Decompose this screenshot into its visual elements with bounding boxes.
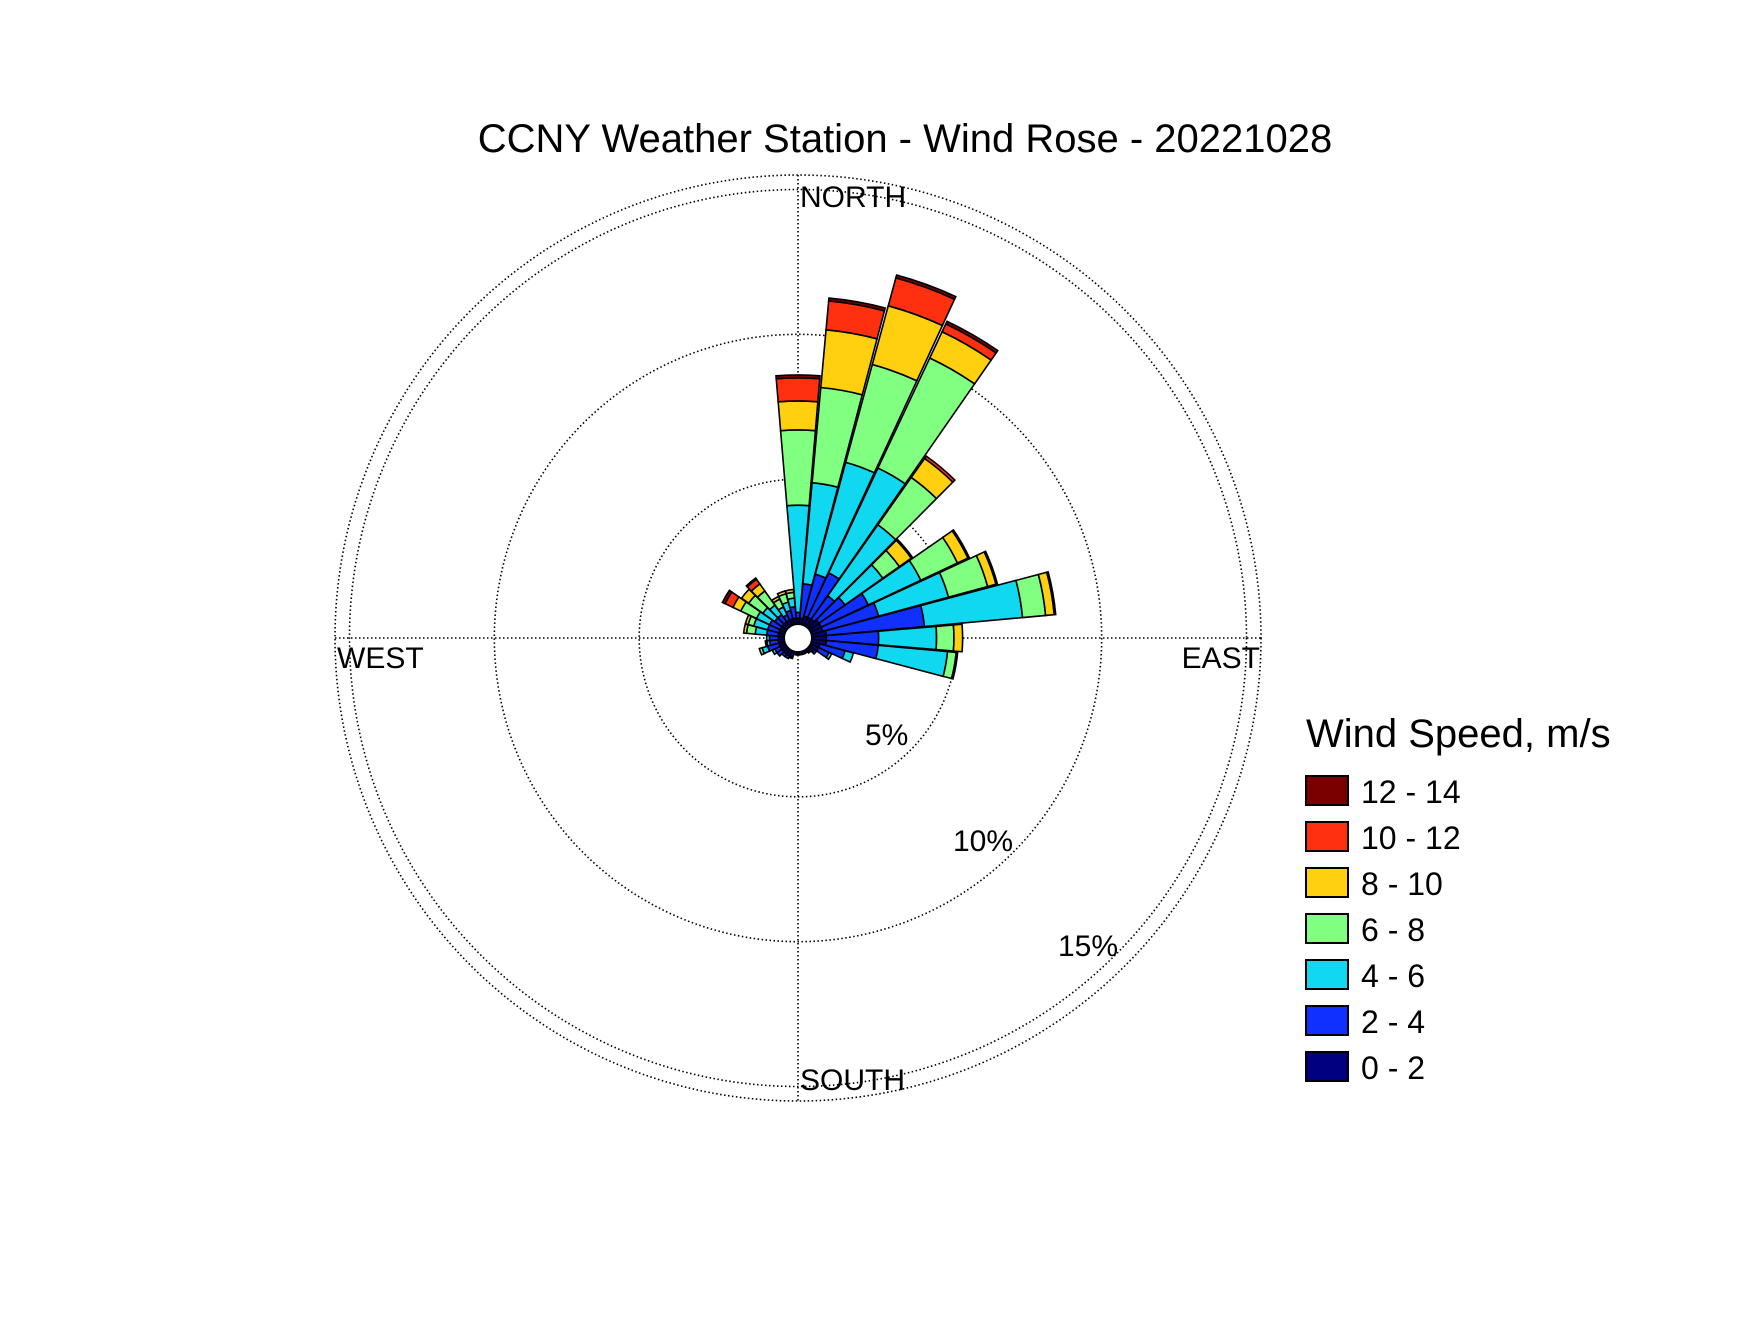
ring-label-10: 10%: [953, 825, 1013, 858]
wedge-300-bin-6: [721, 589, 733, 605]
ring-15: [348, 188, 1248, 1088]
wedge-260-bin-3: [764, 639, 769, 648]
chart-title: CCNY Weather Station - Wind Rose - 20221…: [478, 117, 1333, 161]
legend-label-5: 2 - 4: [1361, 1004, 1425, 1040]
wedge-0-bin-4: [777, 400, 819, 432]
wedge-90-bin-3: [935, 624, 955, 652]
direction-label-north: NORTH: [800, 181, 906, 214]
ring-10: [493, 333, 1103, 943]
ring-label-5: 5%: [865, 719, 908, 752]
legend-label-1: 10 - 12: [1361, 820, 1461, 856]
legend-swatch-2: [1305, 867, 1349, 898]
wedge-320-bin-6: [745, 576, 758, 589]
wedge-10-bin-6: [827, 297, 887, 312]
legend-label-6: 0 - 2: [1361, 1050, 1425, 1086]
direction-label-east: EAST: [1182, 642, 1260, 675]
wedge-100-bin-4: [950, 651, 959, 680]
legend-title: Wind Speed, m/s: [1306, 712, 1611, 756]
legend-swatch-0: [1305, 775, 1349, 806]
wedge-50-bin-5: [895, 538, 914, 560]
legend-swatch-3: [1305, 913, 1349, 944]
wedge-100-bin-2: [874, 644, 949, 678]
center-hole: [783, 623, 813, 653]
wedge-110-bin-2: [841, 649, 855, 664]
direction-label-south: SOUTH: [800, 1064, 905, 1097]
wedge-40-bin-5: [923, 455, 956, 484]
legend: Wind Speed, m/s 12 - 14 10 - 12 8 - 10 6 - …: [1305, 712, 1611, 1086]
wedge-350-bin-4: [784, 588, 795, 595]
legend-swatch-4: [1305, 959, 1349, 990]
wedge-60-bin-5: [951, 528, 971, 560]
legend-swatch-5: [1305, 1005, 1349, 1036]
wedge-0-bin-6: [775, 374, 821, 380]
legend-swatch-6: [1305, 1051, 1349, 1082]
wedge-0-bin-3: [779, 429, 817, 507]
wedge-280-bin-4: [742, 623, 750, 635]
wedge-20-bin-6: [894, 274, 957, 301]
wedge-0-bin-5: [775, 376, 821, 403]
legend-swatch-1: [1305, 821, 1349, 852]
chart-labels: CCNY Weather Station - Wind Rose - 20221…: [337, 117, 1332, 1097]
legend-label-0: 12 - 14: [1361, 774, 1461, 810]
wedge-80-bin-5: [1045, 570, 1057, 616]
wedge-90-bin-4: [952, 623, 964, 653]
direction-label-west: WEST: [337, 642, 424, 675]
legend-label-2: 8 - 10: [1361, 866, 1443, 902]
legend-label-4: 4 - 6: [1361, 958, 1425, 994]
wedge-30-bin-6: [944, 320, 999, 355]
wedge-250-bin-3: [758, 646, 766, 656]
ring-label-15: 15%: [1058, 930, 1118, 963]
wedge-120-bin-2: [825, 651, 833, 661]
wind-rose-wedges: [721, 274, 1057, 680]
legend-label-3: 6 - 8: [1361, 912, 1425, 948]
wedge-70-bin-5: [983, 550, 999, 586]
wedge-130-bin-1: [810, 648, 818, 656]
wedge-140-bin-1: [806, 648, 813, 655]
